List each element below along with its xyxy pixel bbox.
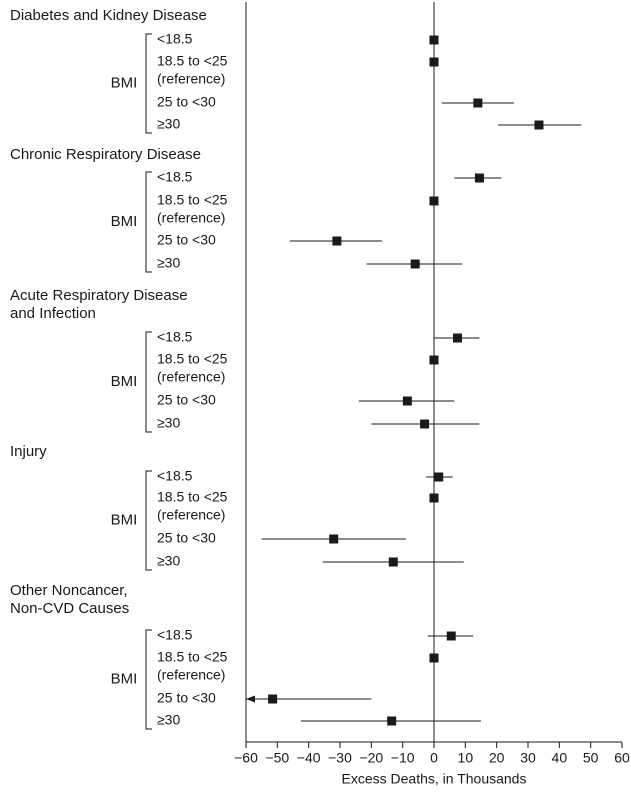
bmi-label: BMI [111,213,138,230]
point-estimate [429,493,439,503]
bmi-label: BMI [111,74,138,91]
category-label: 18.5 to <25 [157,351,228,367]
group-title: Injury [10,443,47,460]
x-tick-label: −30 [328,750,352,766]
point-estimate [429,57,439,67]
category-label: ≥30 [157,116,180,132]
point-estimate [388,557,398,567]
point-estimate [332,236,342,246]
point-estimate [420,419,430,429]
bmi-bracket [145,331,152,433]
category-label: 18.5 to <25 [157,489,228,505]
point-estimate [387,716,397,726]
bmi-label: BMI [111,373,138,390]
group-title: Non-CVD Causes [10,600,129,617]
category-label: ≥30 [157,712,180,728]
category-label: ≥30 [157,553,180,569]
bmi-label: BMI [111,670,138,687]
x-tick-label: 40 [552,750,568,766]
arrow-left-icon [246,695,255,703]
category-label: ≥30 [157,255,180,271]
x-tick-label: −10 [391,750,415,766]
category-label: 25 to <30 [157,232,216,248]
point-estimate [429,196,439,206]
bmi-bracket [145,470,152,571]
x-tick-label: 60 [614,750,630,766]
point-estimate [429,355,439,365]
x-tick-label: 20 [489,750,505,766]
category-label: (reference) [157,667,225,683]
category-label: <18.5 [157,169,193,185]
category-label: (reference) [157,507,225,523]
bmi-label: BMI [111,511,138,528]
category-label: <18.5 [157,468,193,484]
category-label: 25 to <30 [157,530,216,546]
category-label: (reference) [157,369,225,385]
point-estimate [446,631,456,641]
point-estimate [434,472,444,482]
x-tick-label: 50 [583,750,599,766]
x-tick-label: −40 [297,750,321,766]
point-estimate [429,35,439,45]
category-label: (reference) [157,210,225,226]
x-axis: −60 −50 −40 −30 −20 −10 0 10 20 30 40 50 60 Excess De… [234,2,630,787]
group-title: Other Noncancer, [10,582,128,599]
category-label: <18.5 [157,329,193,345]
category-label: 25 to <30 [157,690,216,706]
point-estimate [402,396,412,406]
bmi-bracket [145,171,152,273]
labels-layer: Diabetes and Kidney Disease BMI <18.5 18.5 … [10,7,228,730]
category-label: <18.5 [157,31,193,47]
x-tick-label: 10 [458,750,474,766]
category-label: 25 to <30 [157,94,216,110]
group-title: and Infection [10,305,96,322]
point-estimate [474,173,484,183]
category-label: <18.5 [157,627,193,643]
category-label: ≥30 [157,415,180,431]
x-tick-label: −20 [359,750,383,766]
group-title: Chronic Respiratory Disease [10,146,201,163]
group-title: Diabetes and Kidney Disease [10,7,207,24]
point-estimate [410,259,420,269]
x-axis-title: Excess Deaths, in Thousands [342,771,527,787]
point-estimate [329,534,339,544]
bmi-bracket [145,33,152,134]
x-tick-label: 30 [520,750,536,766]
group-title: Acute Respiratory Disease [10,287,188,304]
bmi-bracket [145,629,152,730]
category-label: 18.5 to <25 [157,192,228,208]
x-tick-label: 0 [430,750,438,766]
marks-layer [246,35,582,726]
point-estimate [453,333,462,343]
category-label: (reference) [157,71,225,87]
point-estimate [534,120,544,130]
point-estimate [268,694,278,704]
point-estimate [429,653,439,663]
x-tick-label: −60 [234,750,258,766]
category-label: 18.5 to <25 [157,53,228,69]
category-label: 18.5 to <25 [157,649,228,665]
x-tick-label: −50 [265,750,289,766]
category-label: 25 to <30 [157,392,216,408]
point-estimate [473,98,483,108]
